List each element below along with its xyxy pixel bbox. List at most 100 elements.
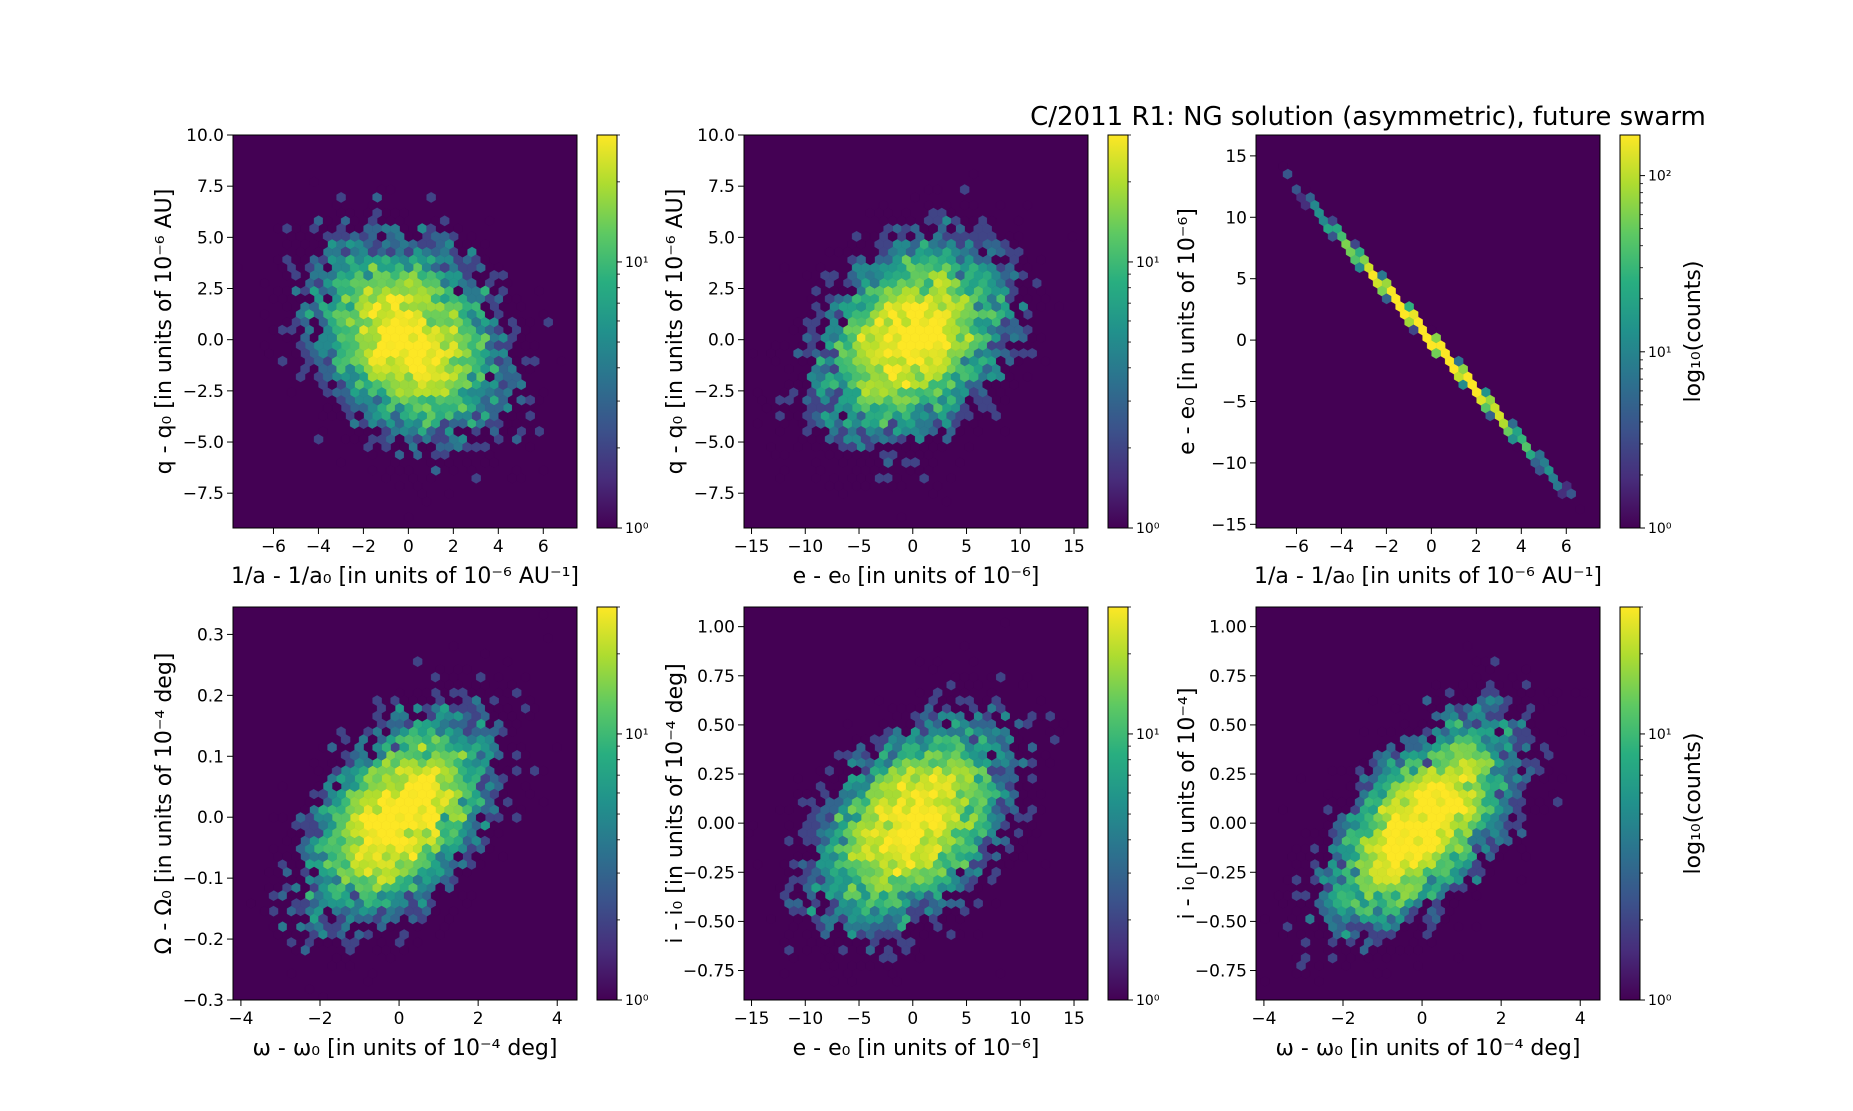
hexbin-cell — [1368, 695, 1378, 707]
hexbin-cell — [1318, 890, 1329, 902]
y-tick-label: −5.0 — [183, 433, 224, 453]
plot-frame — [232, 134, 578, 529]
x-tick-label: 4 — [1575, 1009, 1586, 1029]
hexbin-cell — [412, 936, 423, 948]
hexbin-cell — [390, 410, 400, 422]
hexbin-cell — [354, 897, 364, 909]
hexbin-cell — [973, 929, 983, 941]
hexbin-cell — [1350, 866, 1360, 878]
hexbin-cell — [959, 324, 970, 336]
hexbin-cell — [950, 890, 961, 902]
y-tick-label: −0.50 — [683, 912, 735, 932]
hexbin-cell — [1014, 215, 1024, 227]
hexbin-cell — [493, 671, 504, 683]
hexbin-cell — [856, 929, 866, 941]
hexbin-cell — [1399, 718, 1410, 730]
colorbar-tick-label: 10¹ — [1648, 345, 1671, 361]
x-tick-label: 2 — [448, 537, 459, 557]
hexbin-cell — [498, 394, 508, 406]
hexbin-cell — [901, 457, 911, 469]
hexbin-cell — [336, 301, 346, 313]
hexbin-cell — [1023, 262, 1033, 274]
hexbin-cell — [1004, 780, 1015, 792]
hexbin-cell — [775, 425, 785, 437]
hexbin-cell — [1041, 858, 1051, 870]
colorbar-tick-label: 10¹ — [1648, 727, 1671, 743]
hexbin-cell — [851, 843, 862, 855]
hexbin-cell — [309, 866, 319, 878]
hexbin-cell — [430, 277, 441, 289]
hexbin-cell — [291, 929, 301, 941]
x-tick-label: −2 — [1374, 537, 1399, 557]
hexbin-cell — [367, 449, 378, 461]
hexbin-cell — [345, 207, 355, 219]
hexbin-cell — [358, 921, 369, 933]
hexbin-cell — [1336, 874, 1347, 886]
hexbin-cell — [453, 285, 463, 297]
hexbin-cell — [1377, 851, 1387, 863]
hexbin-cell — [394, 905, 405, 917]
x-tick-label: 0 — [1426, 537, 1437, 557]
colorbar-tick-label: 10¹ — [1136, 727, 1159, 743]
hexbin-cell — [1507, 765, 1518, 777]
hexbin-cell — [493, 340, 504, 352]
hexbin-cell — [923, 402, 934, 414]
hexbin-cell — [521, 749, 531, 761]
colorbar-label: log₁₀(counts) — [1681, 733, 1706, 875]
hexbin-cell — [376, 843, 387, 855]
hexbin-cell — [1516, 812, 1527, 824]
hexbin-cell — [815, 812, 826, 824]
hexbin-cell — [539, 308, 549, 320]
hexbin-cell — [493, 687, 504, 699]
y-tick-label: 0 — [1236, 331, 1247, 351]
hexbin-cell — [345, 363, 355, 375]
hexbin-cell — [448, 718, 459, 730]
x-tick-label: −15 — [734, 537, 770, 557]
y-tick-label: 7.5 — [708, 177, 735, 197]
hexbin-cell — [552, 741, 562, 753]
hexbin-cell — [726, 372, 735, 382]
hexbin-cell — [403, 246, 414, 258]
hexbin-cell — [543, 632, 553, 644]
hexbin-cell — [421, 496, 432, 508]
y-tick-label: 0.50 — [697, 716, 735, 736]
hexbin-cell — [788, 921, 799, 933]
hexbin-cell — [286, 968, 297, 980]
hexbin-cell — [390, 710, 400, 722]
hexbin-cell — [1278, 897, 1288, 909]
hexbin-cell — [309, 316, 319, 328]
hexbin-cell — [484, 402, 495, 414]
hexbin-cell — [815, 340, 826, 352]
hexbin-cell — [421, 827, 432, 839]
panel-bottom-right: −4 −2 0 2 4 −0.75 −0.50 −0.25 0.00 0.25 0.50 0.75 1.… — [1175, 606, 1706, 1061]
hexbin-cells — [1260, 640, 1594, 987]
hexbin-cell — [896, 827, 907, 839]
hexbin-cell — [376, 827, 387, 839]
hexbin-cell — [318, 819, 328, 831]
hexbin-cell — [1363, 952, 1374, 964]
hexbin-cell — [480, 238, 490, 250]
hexbin-cell — [498, 773, 508, 785]
hexbin-cell — [950, 277, 961, 289]
hexbin-cell — [851, 230, 862, 242]
hexbin-cell — [928, 663, 938, 675]
hexbin-cell — [793, 788, 803, 800]
hexbin-cell — [394, 749, 405, 761]
hexbin-cell — [539, 765, 549, 777]
x-tick-label: −4 — [306, 537, 331, 557]
x-tick-label: 10 — [1009, 537, 1031, 557]
hexbin-cell — [856, 457, 866, 469]
hexbin-cell — [1260, 975, 1270, 987]
x-axis-label: e - e₀ [in units of 10⁻⁶] — [793, 1036, 1040, 1061]
hexbin-cell — [439, 262, 450, 274]
hexbin-cell — [833, 765, 844, 777]
hexbin-cell — [1476, 773, 1486, 785]
hexbin-cell — [381, 301, 391, 313]
hexbin-cell — [1575, 503, 1585, 515]
hexbin-cell — [435, 695, 445, 707]
y-tick-label: 5.0 — [708, 228, 735, 248]
hexbin-cells — [233, 609, 577, 1000]
x-tick-label: −10 — [787, 1009, 823, 1029]
hexbin-cell — [1494, 679, 1504, 691]
hexbin-cell — [462, 363, 472, 375]
